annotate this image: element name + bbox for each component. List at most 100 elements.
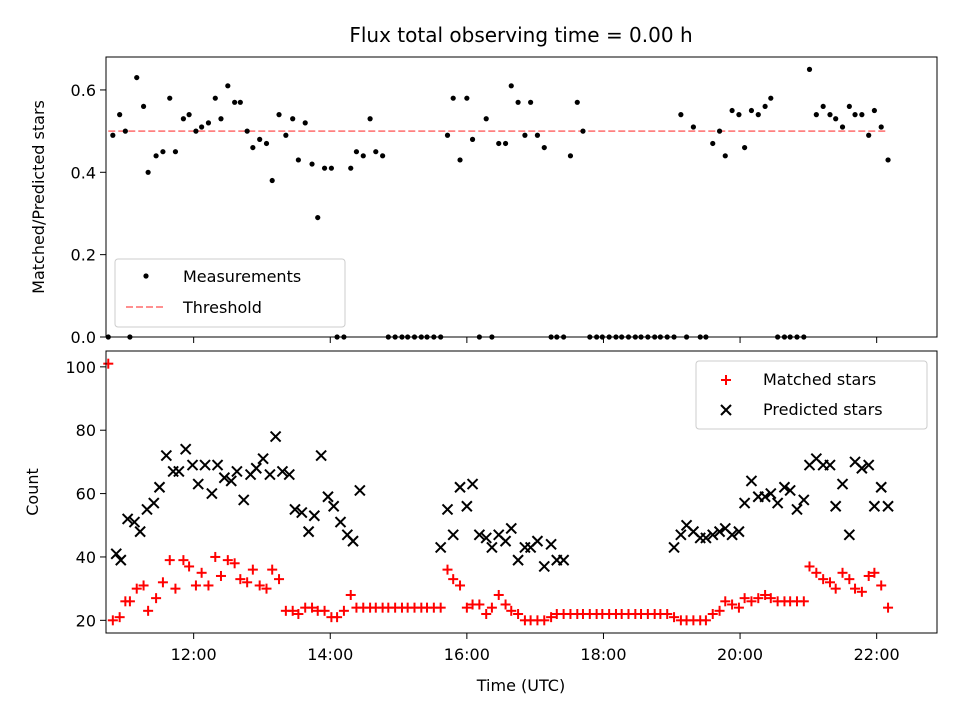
matched-stars-point	[837, 567, 848, 578]
matched-stars-point	[345, 589, 356, 600]
matched-stars-point	[267, 564, 278, 575]
predicted-stars-point	[473, 529, 486, 541]
predicted-stars-point	[707, 529, 719, 541]
predicted-stars-point	[733, 525, 745, 538]
predicted-stars-point	[512, 554, 524, 566]
measurement-point	[122, 128, 128, 134]
predicted-stars-point	[531, 535, 544, 547]
bottom-x-axis: 12:00 14:00 16:00 18:00 20:00 22:00	[171, 633, 900, 664]
predicted-stars-point	[153, 481, 166, 493]
predicted-stars-point	[875, 481, 887, 493]
legend-matched-label: Matched stars	[763, 370, 876, 389]
measurement-point	[768, 95, 774, 101]
matched-stars-point	[481, 608, 492, 619]
predicted-stars-point	[480, 532, 492, 544]
matched-stars-point	[455, 580, 466, 591]
predicted-stars-point	[499, 535, 512, 547]
measurement-point	[180, 116, 187, 122]
matched-stars-point	[714, 605, 725, 616]
matched-stars-point	[461, 602, 472, 613]
predicted-stars-point	[276, 465, 289, 478]
predicted-stars-point	[700, 532, 712, 544]
matched-stars-point	[164, 555, 175, 566]
matched-stars-point	[203, 580, 214, 591]
predicted-stars-point	[128, 516, 141, 528]
predicted-stars-point	[296, 506, 308, 519]
matched-stars-point	[229, 558, 240, 569]
predicted-stars-point	[269, 430, 282, 443]
measurement-point	[567, 153, 574, 159]
predicted-stars-point	[179, 443, 192, 455]
measurement-point	[469, 136, 476, 142]
measurement-point	[360, 153, 366, 159]
measurement-point	[186, 112, 192, 118]
measurement-point	[117, 112, 123, 118]
measurement-point	[710, 140, 716, 147]
measurement-point	[140, 103, 147, 110]
measurement-point	[225, 83, 231, 89]
measurement-point	[276, 112, 282, 118]
predicted-stars-point	[121, 513, 134, 525]
predicted-stars-point	[738, 497, 751, 509]
predicted-stars-point	[322, 491, 334, 503]
measurement-point	[199, 124, 205, 130]
measurement-point	[212, 95, 218, 101]
matched-stars-point	[143, 605, 154, 616]
predicted-stars-point	[238, 494, 250, 506]
matched-stars-point	[448, 574, 459, 585]
predicted-stars-point	[308, 510, 321, 522]
matched-stars-point	[700, 615, 711, 626]
measurement-point	[813, 112, 819, 118]
matched-stars-point	[274, 574, 285, 585]
y-tick-label: 0.2	[71, 246, 96, 265]
predicted-stars-point	[441, 503, 454, 516]
bottom-y-axis: 20 40 60 80 100	[65, 358, 106, 630]
predicted-stars-point	[486, 541, 498, 554]
measurement-point	[871, 107, 877, 114]
measurement-point	[502, 140, 509, 147]
matched-stars-point	[170, 583, 181, 594]
predicted-stars-point	[327, 500, 340, 512]
matched-stars-point	[765, 593, 776, 604]
measurement-point	[852, 112, 858, 118]
matched-stars-point	[332, 612, 343, 623]
top-x-ticks	[193, 337, 878, 343]
predicted-stars-point	[466, 478, 479, 490]
legend-predicted-marker	[720, 404, 732, 416]
measurement-point	[328, 165, 334, 171]
predicted-stars-point	[447, 529, 459, 541]
measurement-point	[528, 99, 534, 105]
measurement-point	[367, 116, 373, 122]
top-y-axis-label: Matched/Predicted stars	[29, 100, 48, 294]
measurement-point	[193, 128, 199, 134]
measurement-point	[172, 149, 179, 155]
predicted-stars-point	[231, 465, 243, 478]
predicted-stars-point	[545, 538, 557, 550]
matched-stars-point	[474, 599, 485, 610]
measurement-point	[678, 112, 684, 118]
matched-stars-point	[760, 589, 771, 600]
measurement-point	[859, 112, 865, 118]
x-tick-label: 12:00	[171, 645, 217, 664]
legend-predicted-label: Predicted stars	[763, 400, 883, 419]
predicted-stars-point	[784, 484, 796, 497]
matched-stars-point	[811, 567, 822, 578]
top-legend-box	[114, 258, 346, 328]
legend-measurements-marker	[143, 273, 149, 279]
predicted-stars-point	[836, 478, 849, 490]
measurement-point	[315, 214, 321, 221]
predicted-stars-point	[454, 481, 466, 493]
measurement-point	[496, 140, 502, 147]
matched-stars-point	[883, 602, 894, 613]
matched-stars-point	[727, 599, 738, 610]
measurement-point	[444, 132, 451, 138]
predicted-stars-point	[186, 459, 199, 471]
top-y-axis: 0.0 0.2 0.4 0.6	[71, 81, 106, 347]
matched-stars-point	[739, 593, 750, 604]
measurement-point	[457, 157, 463, 163]
matched-stars-point	[261, 583, 272, 594]
measurement-point	[690, 124, 696, 130]
predicted-stars-point	[334, 516, 347, 528]
y-tick-label: 80	[76, 421, 96, 440]
measurement-point	[722, 153, 728, 159]
